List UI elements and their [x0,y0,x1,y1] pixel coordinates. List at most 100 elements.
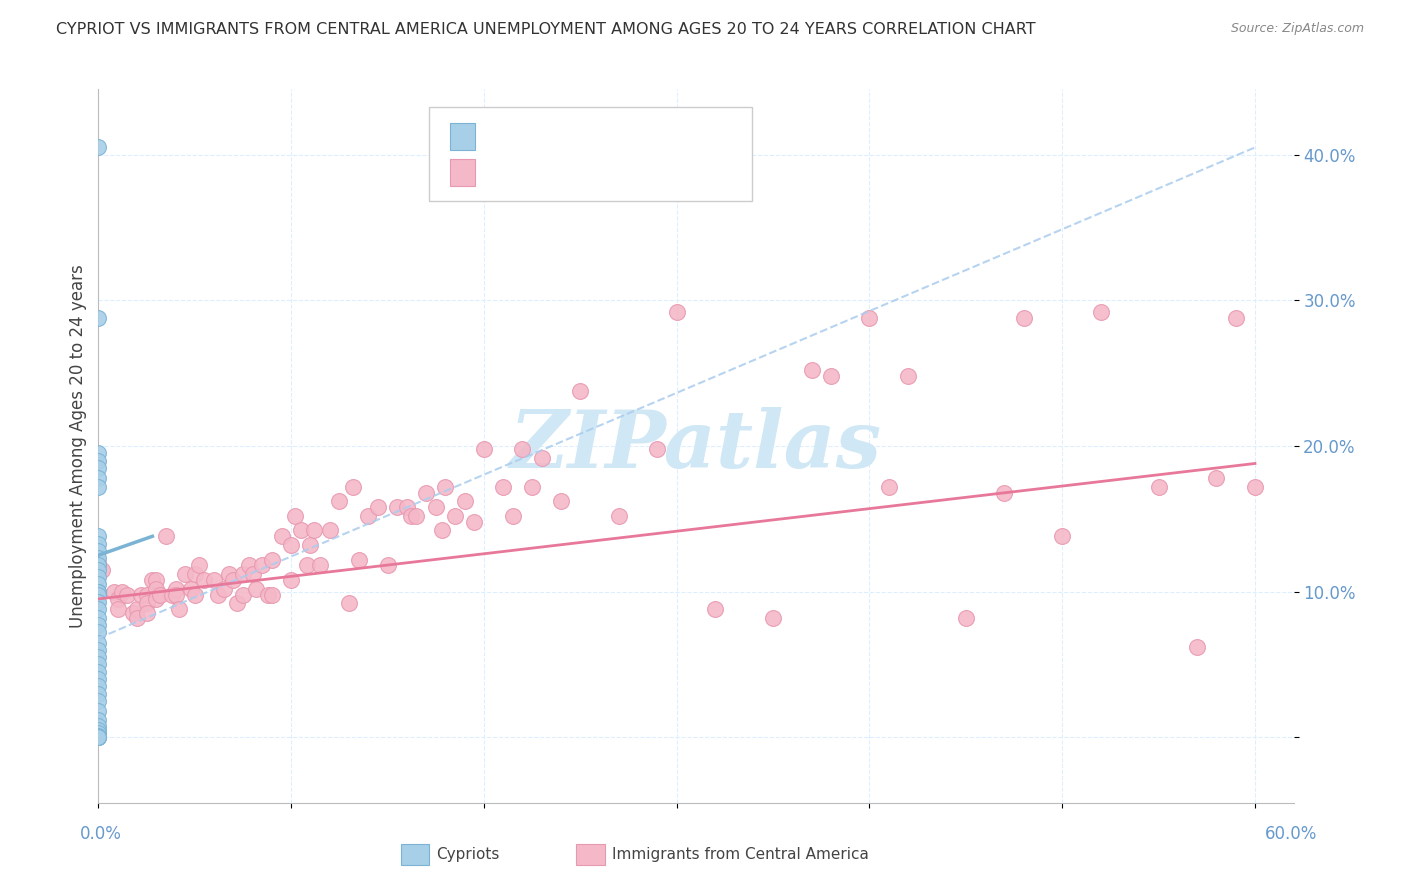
Point [434,480,457,494]
Text: R = 0.055   N =  44: R = 0.055 N = 44 [484,128,659,145]
Point [444,508,467,523]
Point [87,625,110,640]
Point [530,450,553,465]
Point [87,584,110,599]
Point [472,442,495,456]
Point [463,515,485,529]
Point [184,567,207,582]
Point [145,591,167,606]
Point [87,643,110,657]
Point [202,573,225,587]
Point [226,596,249,610]
Point [193,573,215,587]
Point [87,544,110,558]
Point [232,567,254,582]
Point [257,588,280,602]
Point [87,556,110,570]
Point [145,582,167,596]
Point [135,607,157,621]
Point [125,602,148,616]
Point [87,618,110,632]
Point [187,558,209,573]
Text: 0.0%: 0.0% [80,825,122,843]
Point [357,508,380,523]
Point [512,442,534,456]
Point [280,538,302,552]
Point [87,704,110,718]
Point [155,529,177,543]
Point [520,480,543,494]
Point [260,552,283,566]
Point [87,310,110,325]
Text: ZIPatlas: ZIPatlas [510,408,882,484]
Point [647,442,669,456]
Text: Source: ZipAtlas.com: Source: ZipAtlas.com [1230,22,1364,36]
Point [87,731,110,745]
Point [218,567,240,582]
Point [800,363,823,377]
Point [87,729,110,743]
Point [858,310,880,325]
Point [367,500,389,515]
Point [245,582,267,596]
Point [87,529,110,543]
Point [820,369,842,384]
Point [103,584,125,599]
Point [169,602,191,616]
Point [550,494,572,508]
Point [87,635,110,649]
Point [91,563,114,577]
Point [897,369,920,384]
Point [145,573,167,587]
Text: CYPRIOT VS IMMIGRANTS FROM CENTRAL AMERICA UNEMPLOYMENT AMONG AGES 20 TO 24 YEAR: CYPRIOT VS IMMIGRANTS FROM CENTRAL AMERI… [56,22,1036,37]
Point [87,731,110,745]
Point [260,588,283,602]
Point [337,596,360,610]
Point [212,582,235,596]
Point [280,573,302,587]
Point [569,384,592,398]
Point [87,731,110,745]
Point [955,611,977,625]
Point [87,536,110,550]
Y-axis label: Unemployment Among Ages 20 to 24 years: Unemployment Among Ages 20 to 24 years [69,264,87,628]
Point [107,591,129,606]
Point [877,480,900,494]
Point [1012,310,1035,325]
Point [319,524,342,538]
Point [299,538,322,552]
Point [141,573,163,587]
Point [207,588,229,602]
Point [87,713,110,727]
Point [135,596,157,610]
Point [87,446,110,460]
Point [87,679,110,693]
Point [174,567,197,582]
Point [87,718,110,732]
Point [87,611,110,625]
Point [87,584,110,599]
Point [87,726,110,740]
Point [399,508,422,523]
Point [87,563,110,577]
Point [762,611,785,625]
Point [165,582,187,596]
Point [238,558,260,573]
Text: Immigrants from Central America: Immigrants from Central America [612,847,869,862]
Point [87,657,110,672]
Point [87,577,110,591]
Point [87,602,110,616]
Point [430,524,453,538]
Point [502,508,524,523]
Point [222,573,245,587]
Point [1244,480,1267,494]
Point [1147,480,1170,494]
Point [87,687,110,701]
Point [1050,529,1073,543]
Point [129,588,152,602]
Point [117,588,139,602]
Point [290,524,312,538]
Point [87,551,110,566]
Point [425,500,447,515]
Point [328,494,350,508]
